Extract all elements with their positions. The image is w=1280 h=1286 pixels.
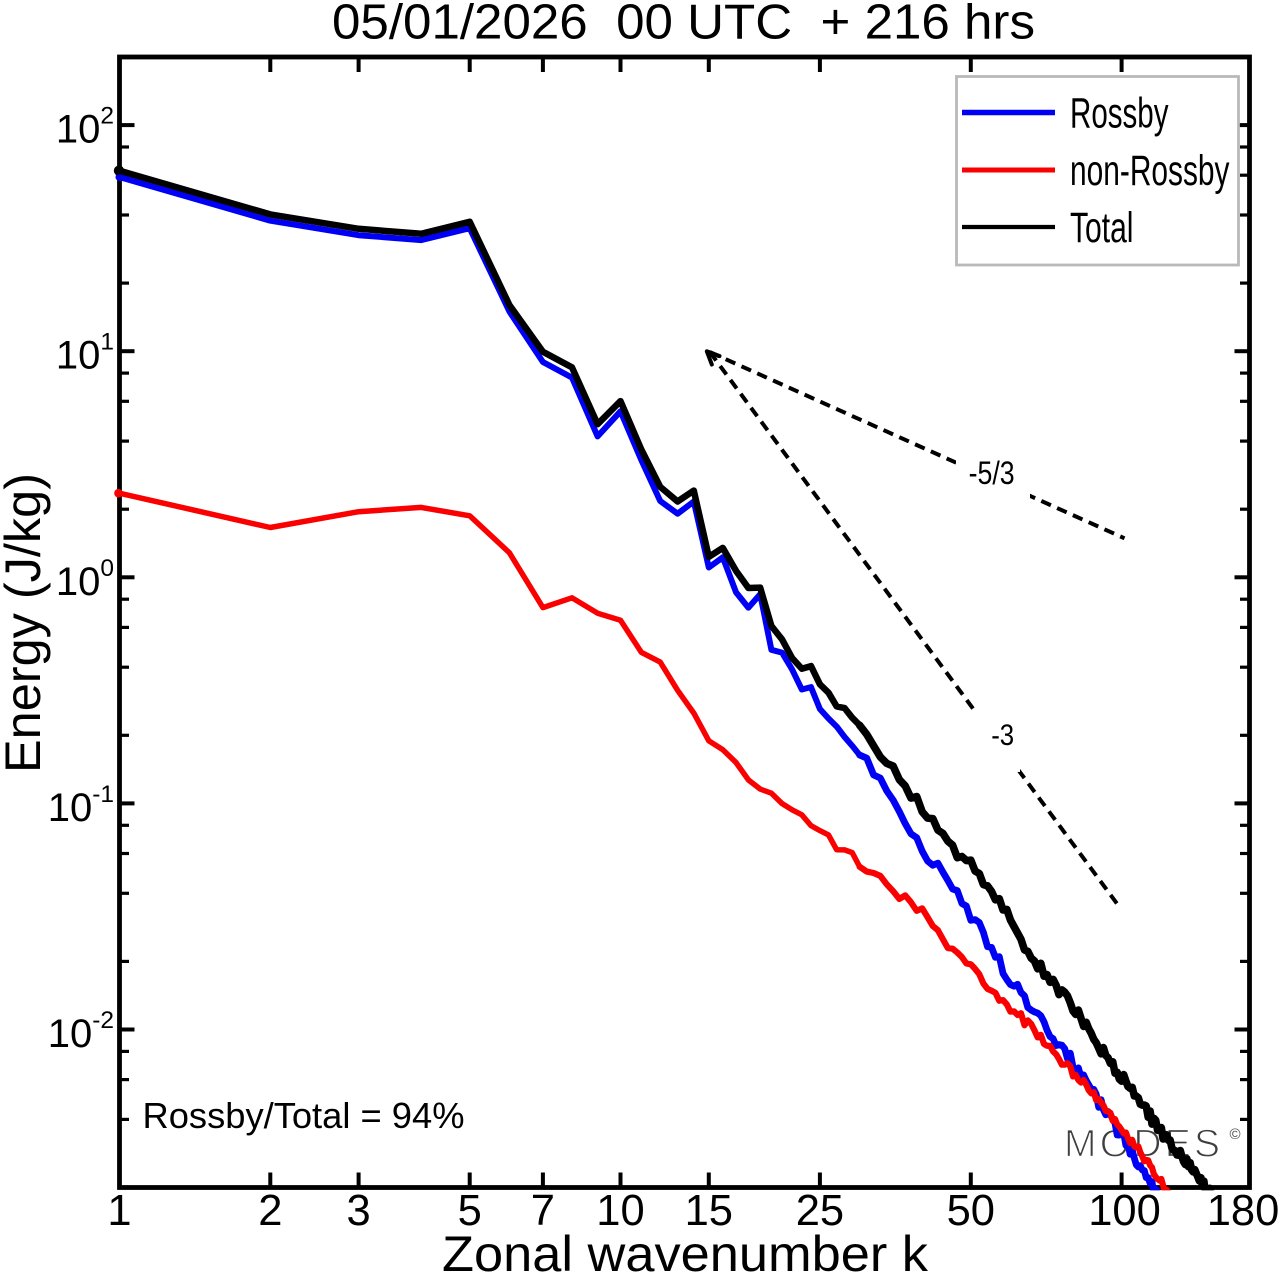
svg-text:100: 100 — [56, 555, 114, 604]
svg-text:Zonal wavenumber k: Zonal wavenumber k — [442, 1225, 929, 1281]
svg-text:180: 180 — [1207, 1187, 1280, 1235]
svg-text:1: 1 — [107, 1187, 131, 1235]
svg-text:Energy (J/kg): Energy (J/kg) — [0, 473, 51, 773]
svg-text:-3: -3 — [991, 719, 1014, 752]
svg-text:Total: Total — [1070, 204, 1134, 252]
svg-text:05/01/2026 00 UTC + 216 hrs: 05/01/2026 00 UTC + 216 hrs — [332, 0, 1035, 50]
svg-text:3: 3 — [346, 1187, 370, 1235]
svg-text:Rossby/Total = 94%: Rossby/Total = 94% — [143, 1095, 465, 1136]
svg-text:-5/3: -5/3 — [969, 455, 1015, 491]
svg-text:10: 10 — [596, 1187, 644, 1235]
svg-text:2: 2 — [258, 1187, 282, 1235]
svg-text:100: 100 — [1088, 1187, 1161, 1235]
svg-text:5: 5 — [458, 1187, 482, 1235]
svg-text:Rossby: Rossby — [1070, 89, 1169, 137]
svg-text:©: © — [1230, 1126, 1241, 1143]
svg-text:15: 15 — [685, 1187, 733, 1235]
svg-text:7: 7 — [531, 1187, 555, 1235]
svg-text:50: 50 — [947, 1187, 995, 1235]
svg-text:non-Rossby: non-Rossby — [1070, 147, 1230, 195]
svg-text:25: 25 — [796, 1187, 844, 1235]
